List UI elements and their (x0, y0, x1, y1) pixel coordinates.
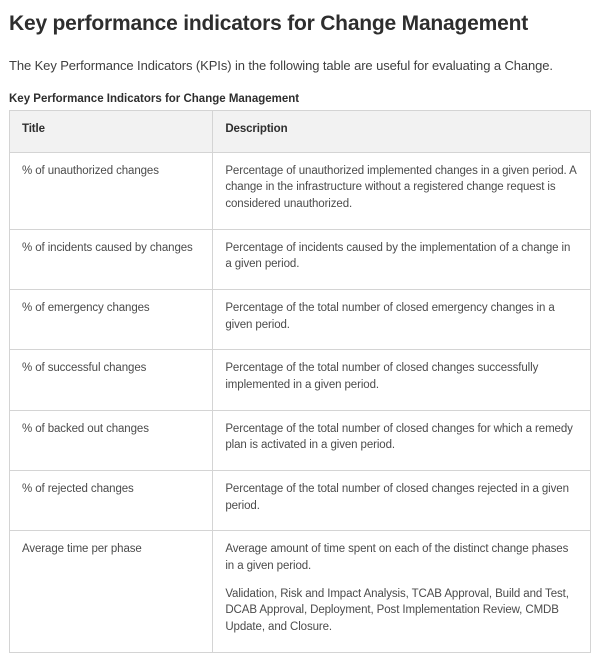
kpi-description-paragraph: Percentage of the total number of closed… (225, 302, 555, 331)
kpi-title-cell: % of unauthorized changes (8, 151, 214, 230)
kpi-title-cell: % of rejected changes (8, 470, 214, 532)
kpi-title-cell: % of incidents caused by changes (8, 228, 214, 291)
kpi-description-paragraph: Percentage of the total number of closed… (225, 483, 569, 512)
table-row: % of emergency changes Percentage of the … (8, 289, 591, 351)
kpi-title-cell: % of backed out changes (8, 409, 214, 472)
kpi-table-body: % of unauthorized changes Percentage of u… (8, 151, 591, 653)
page-title: Key performance indicators for Change Ma… (9, 12, 529, 35)
kpi-table: Title Description % of unauthorized chan… (8, 110, 591, 653)
kpi-description-paragraph: Percentage of the total number of closed… (225, 362, 539, 392)
kpi-title-cell: % of successful changes (8, 349, 214, 411)
kpi-description-cell: Percentage of the total number of closed… (212, 349, 591, 411)
table-row: % of incidents caused by changes Percenta… (8, 228, 591, 291)
kpi-description-cell: Percentage of unauthorized implemented c… (212, 151, 591, 230)
column-header-title: Title (8, 110, 214, 153)
table-row: % of successful changes Percentage of the… (8, 349, 591, 411)
table-row: % of unauthorized changes Percentage of u… (8, 151, 591, 230)
intro-text: The Key Performance Indicators (KPIs) in… (9, 58, 553, 73)
kpi-description-paragraph: Percentage of the total number of closed… (225, 422, 573, 452)
kpi-description-paragraph: Percentage of unauthorized implemented c… (225, 164, 577, 211)
column-header-description: Description (212, 110, 591, 153)
kpi-table-header: Title Description (8, 110, 591, 153)
kpi-description-paragraph: Average amount of time spent on each of … (225, 543, 569, 573)
kpi-description-cell: Percentage of the total number of closed… (212, 409, 591, 472)
table-row: Average time per phase Average amount of … (8, 530, 591, 653)
kpi-description-cell: Percentage of the total number of closed… (212, 470, 591, 532)
table-row: % of rejected changes Percentage of the t… (8, 470, 591, 532)
kpi-title-cell: % of emergency changes (8, 289, 214, 351)
table-caption: Key Performance Indicators for Change Ma… (9, 93, 300, 105)
kpi-description-paragraph: Validation, Risk and Impact Analysis, TC… (225, 587, 569, 634)
kpi-description-paragraph: Percentage of incidents caused by the im… (225, 241, 571, 271)
table-row: % of backed out changes Percentage of the… (8, 409, 591, 472)
kpi-description-cell: Percentage of the total number of closed… (212, 289, 591, 351)
kpi-description-cell: Percentage of incidents caused by the im… (212, 228, 591, 291)
header-row: Title Description (8, 110, 591, 153)
kpi-title-cell: Average time per phase (8, 530, 214, 653)
kpi-description-cell: Average amount of time spent on each of … (212, 530, 591, 653)
